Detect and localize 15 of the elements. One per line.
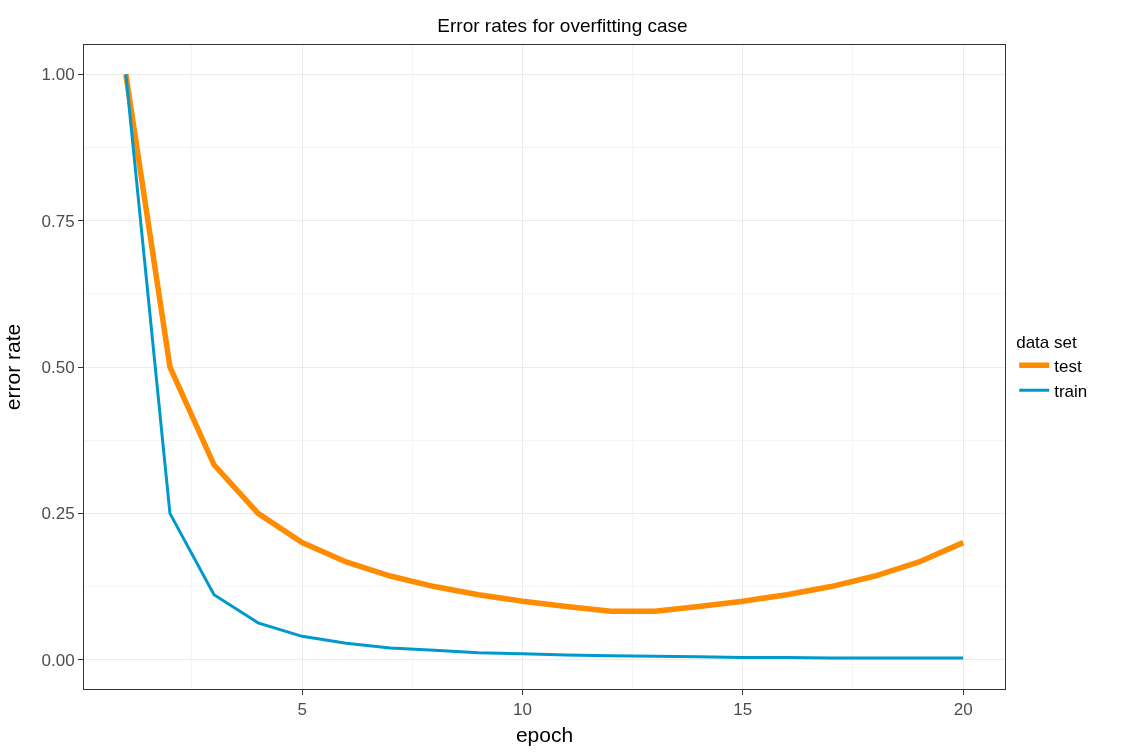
chart-title: Error rates for overfitting case <box>437 15 688 37</box>
y-tick-label: 0.75 <box>41 211 75 231</box>
x-tick-label: 15 <box>733 700 753 720</box>
y-tick-label: 0.50 <box>41 357 75 377</box>
legend-title: data set <box>1016 332 1077 352</box>
legend-label: test <box>1054 356 1082 376</box>
legend-label: train <box>1054 381 1088 401</box>
x-axis-title: epoch <box>515 722 574 746</box>
y-axis-title: error rate <box>0 323 24 411</box>
y-tick-label: 1.00 <box>41 65 75 85</box>
y-tick-label: 0.25 <box>41 504 75 524</box>
x-tick-label: 10 <box>513 700 532 720</box>
x-tick-label: 5 <box>297 700 307 720</box>
y-tick-label: 0.00 <box>41 650 75 670</box>
x-tick-label: 20 <box>953 700 973 720</box>
